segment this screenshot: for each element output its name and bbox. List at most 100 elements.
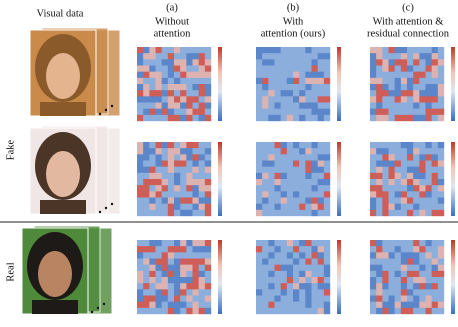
heatmap-cell — [394, 209, 402, 217]
heatmap-cell — [425, 197, 432, 204]
heatmap-cell — [382, 185, 389, 192]
heatmap-cell — [425, 172, 432, 180]
heatmap-cell — [174, 166, 181, 174]
heatmap-cell — [437, 154, 445, 161]
heatmap-cell — [400, 108, 408, 116]
heatmap-cell — [256, 179, 263, 186]
heatmap-cell — [437, 148, 445, 155]
heatmap-cell — [286, 277, 294, 284]
heatmap-cell — [323, 108, 331, 116]
heatmap-cell — [425, 142, 432, 149]
heatmap-cell — [268, 160, 275, 167]
heatmap-cell — [149, 301, 156, 309]
heatmap-cell — [143, 114, 150, 122]
heatmap-cell — [376, 59, 383, 66]
heatmap-cell — [286, 179, 294, 186]
heatmap-cell — [174, 295, 181, 302]
heatmap-cell — [286, 148, 294, 155]
heatmap-cell — [149, 289, 156, 296]
heatmap-cell — [155, 307, 162, 315]
heatmap-cell — [425, 240, 432, 247]
heatmap-cell — [256, 148, 263, 155]
heatmap-cell — [305, 96, 312, 103]
heatmap-cell — [413, 307, 420, 315]
heatmap-cell — [317, 108, 325, 116]
heatmap-cell — [286, 240, 294, 247]
heatmap-cell — [370, 102, 377, 109]
heatmap-cell — [186, 185, 193, 192]
heatmap-cell — [407, 154, 414, 161]
heatmap-cell — [407, 295, 414, 302]
heatmap-cell — [370, 246, 377, 253]
heatmap-cell — [143, 209, 150, 217]
heatmap-cell — [317, 77, 325, 85]
photo-body — [40, 102, 86, 116]
heatmap-cell — [431, 53, 439, 60]
heatmap-cell — [256, 191, 263, 198]
heatmap-cell — [305, 209, 312, 217]
colorbar — [451, 240, 455, 314]
heatmap-cell — [394, 84, 402, 91]
heatmap-cell — [204, 148, 212, 155]
heatmap-cell — [186, 172, 193, 180]
heatmap-cell — [323, 240, 331, 247]
heatmap-cell — [286, 209, 294, 217]
heatmap-cell — [256, 289, 263, 296]
heatmap-cell — [149, 179, 156, 186]
heatmap-cell — [394, 114, 402, 122]
heatmap-cell — [413, 246, 420, 253]
heatmap-cell — [407, 197, 414, 204]
heatmap-cell — [198, 264, 206, 272]
heatmap-cell — [431, 240, 439, 247]
heatmap-cell — [413, 166, 420, 174]
heatmap-cell — [407, 71, 414, 79]
heatmap-cell — [394, 307, 402, 315]
heatmap-cell — [155, 295, 162, 302]
heatmap-cell — [425, 246, 432, 253]
heatmap-cell — [311, 172, 318, 180]
heatmap-cell — [143, 258, 150, 265]
heatmap-cell — [167, 160, 175, 167]
heatmap-cell — [262, 295, 269, 302]
heatmap-cell — [431, 264, 439, 272]
heatmap-cell — [192, 160, 199, 167]
heatmap-cell — [274, 90, 281, 97]
heatmap-cell — [167, 96, 175, 103]
heatmap-cell — [256, 71, 263, 79]
heatmap-cell — [286, 160, 294, 167]
ellipsis-dot — [104, 108, 108, 112]
heatmap-cell — [305, 142, 312, 149]
heatmap-cell — [305, 65, 312, 72]
heatmap-cell — [268, 142, 275, 149]
heatmap-cell — [186, 148, 193, 155]
heatmap-cell — [256, 252, 263, 259]
heatmap-cell — [262, 172, 269, 180]
heatmap-cell — [293, 96, 300, 103]
heatmap-cell — [317, 277, 325, 284]
heatmap-cell — [262, 264, 269, 272]
heatmap-cell — [280, 77, 288, 85]
heatmap-cell — [376, 295, 383, 302]
heatmap-cell — [299, 160, 306, 167]
heatmap-cell — [186, 84, 193, 91]
heatmap-cell — [268, 185, 275, 192]
heatmap-cell — [425, 65, 432, 72]
heatmap-cell — [317, 258, 325, 265]
heatmap-cell — [425, 154, 432, 161]
heatmap-cell — [286, 114, 294, 122]
heatmap-cell — [317, 71, 325, 79]
heatmap-cell — [437, 307, 445, 315]
heatmap-cell — [268, 240, 275, 247]
heatmap-cell — [311, 240, 318, 247]
heatmap-cell — [204, 185, 212, 192]
heatmap-cell — [382, 77, 389, 85]
heatmap-cell — [388, 142, 395, 149]
heatmap-cell — [413, 289, 420, 296]
heatmap-cell — [262, 65, 269, 72]
heatmap-cell — [192, 148, 199, 155]
heatmap-cell — [419, 258, 426, 265]
heatmap-cell — [388, 301, 395, 309]
heatmap-cell — [394, 148, 402, 155]
heatmap-cell — [388, 84, 395, 91]
heatmap-cell — [388, 154, 395, 161]
